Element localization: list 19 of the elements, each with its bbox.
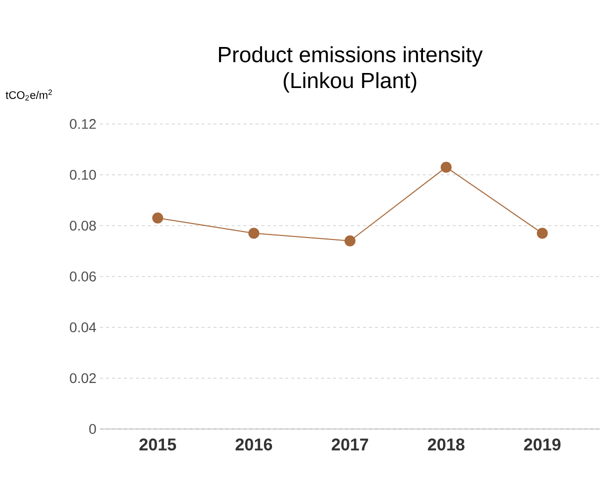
point [248, 228, 260, 239]
y-tick-label: 0.10 [70, 170, 96, 180]
x-tick-label: 2019 [524, 438, 561, 450]
point [344, 235, 356, 246]
y-tick-label: 0.08 [70, 220, 96, 231]
y-tick-label: 0.12 [70, 119, 96, 129]
point [536, 228, 548, 239]
point [440, 162, 452, 173]
x-tick-label: 2016 [236, 438, 272, 450]
y-axis-title: tCO$_{2}$e/m$^{2}$ [6, 90, 52, 100]
y-tick-label: 0.02 [70, 373, 96, 384]
chart-title: Product emissions intensity (Linkou Plant) [219, 46, 483, 93]
x-tick-label: 2018 [428, 438, 464, 450]
x-tick-label: 2015 [139, 438, 176, 450]
y-tick-label: 0.06 [70, 272, 96, 282]
point [152, 212, 164, 224]
y-tick-label: 0.04 [70, 322, 96, 332]
x-tick-label: 2017 [332, 438, 368, 450]
y-tick-label: 0 [89, 424, 96, 434]
